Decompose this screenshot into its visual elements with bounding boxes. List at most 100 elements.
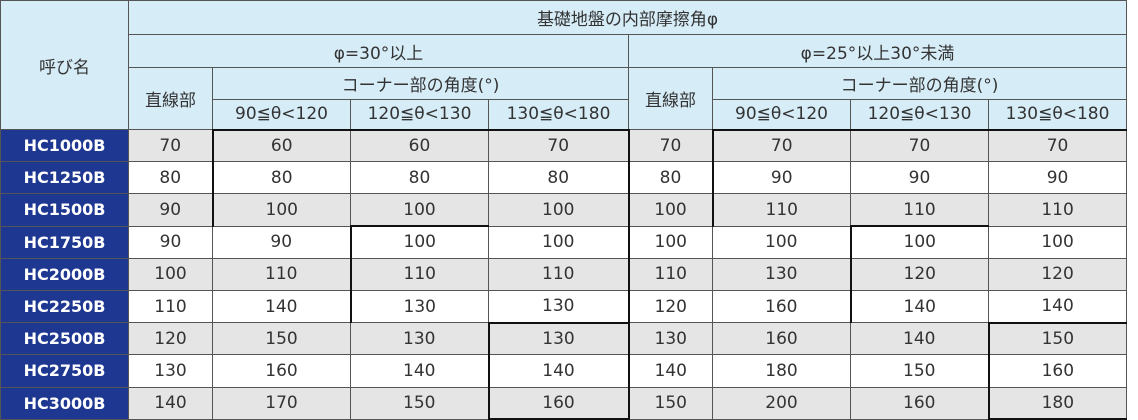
- range-header: 130≦θ<180: [488, 99, 629, 130]
- value-cell: 140: [627, 354, 713, 388]
- value-cell: 70: [711, 128, 851, 163]
- group-header: φ=25°以上30°未満: [627, 34, 1128, 68]
- value-cell: 150: [987, 321, 1128, 356]
- row-name: HC1250B: [0, 161, 129, 195]
- row-name: HC1500B: [0, 193, 129, 227]
- value-cell: 140: [128, 386, 213, 420]
- row: 90≦θ<120 120≦θ<130 130≦θ<180 90≦θ<120 120≦θ<…: [1, 99, 1128, 130]
- value-cell: 110: [987, 193, 1128, 227]
- value-cell: 120: [128, 322, 213, 356]
- value-cell: 180: [987, 386, 1128, 420]
- value-cell: 100: [849, 225, 989, 259]
- value-cell: 150: [212, 322, 351, 356]
- value-cell: 70: [488, 128, 629, 163]
- value-cell: 100: [627, 193, 713, 227]
- value-cell: 150: [627, 386, 713, 420]
- value-cell: 100: [488, 225, 629, 259]
- row: HC2500B 120 150 130 130 130 160 140 150: [0, 321, 1128, 356]
- value-cell: 100: [488, 193, 629, 227]
- value-cell: 110: [128, 289, 213, 324]
- range-header: 130≦θ<180: [987, 99, 1128, 130]
- value-cell: 90: [212, 225, 351, 259]
- value-cell: 130: [488, 289, 629, 324]
- row: φ=30°以上 φ=25°以上30°未満: [1, 34, 1128, 68]
- value-cell: 130: [627, 322, 713, 356]
- value-cell: 80: [488, 161, 629, 195]
- value-cell: 110: [850, 193, 989, 227]
- value-cell: 110: [488, 257, 629, 291]
- value-cell: 60: [350, 128, 489, 163]
- value-cell: 140: [849, 289, 989, 324]
- value-cell: 140: [487, 354, 629, 388]
- value-cell: 100: [349, 225, 489, 259]
- row: HC1750B 90 90 100 100 100 100 100 100: [0, 225, 1128, 259]
- row-name: HC1000B: [0, 128, 129, 163]
- value-cell: 100: [211, 193, 351, 227]
- range-header: 120≦θ<130: [850, 99, 989, 130]
- value-cell: 100: [350, 193, 489, 227]
- value-cell: 80: [627, 161, 713, 195]
- group-header: φ=30°以上: [128, 34, 629, 68]
- value-cell: 90: [850, 161, 989, 195]
- row-name: HC2750B: [0, 354, 129, 388]
- value-cell: 140: [987, 289, 1128, 324]
- angle-header: コーナー部の角度(°): [212, 67, 629, 100]
- row-name: HC2000B: [0, 257, 129, 291]
- value-cell: 90: [128, 193, 213, 227]
- value-cell: 70: [987, 128, 1128, 163]
- straight-header: 直線部: [628, 67, 713, 130]
- value-cell: 60: [211, 128, 351, 163]
- value-cell: 180: [712, 354, 851, 388]
- range-header: 120≦θ<130: [350, 99, 489, 130]
- value-cell: 150: [850, 354, 989, 388]
- value-cell: 80: [128, 161, 213, 195]
- value-cell: 130: [350, 322, 489, 356]
- value-cell: 100: [712, 225, 851, 259]
- range-header: 90≦θ<120: [712, 99, 851, 130]
- value-cell: 80: [211, 161, 351, 195]
- row: HC3000B 140 170 150 160 150 200 160 180: [0, 386, 1128, 420]
- value-cell: 160: [850, 386, 989, 420]
- row: HC2750B 130 160 140 140 140 180 150 160: [0, 354, 1128, 388]
- value-cell: 130: [712, 257, 851, 291]
- row-name: HC2500B: [0, 322, 129, 356]
- value-cell: 110: [627, 257, 713, 291]
- value-cell: 120: [627, 289, 713, 324]
- value-cell: 200: [712, 386, 851, 420]
- row: 直線部 コーナー部の角度(°) 直線部 コーナー部の角度(°): [1, 67, 1128, 130]
- value-cell: 110: [212, 257, 351, 291]
- value-cell: 70: [128, 128, 213, 163]
- value-cell: 110: [349, 257, 489, 291]
- row: HC2000B 100 110 110 110 110 130 120 120: [0, 257, 1128, 291]
- title-header: 基礎地盤の内部摩擦角φ: [127, 0, 1128, 35]
- value-cell: 120: [987, 257, 1128, 291]
- value-cell: 160: [987, 354, 1128, 388]
- value-cell: 160: [712, 289, 851, 324]
- row: HC1500B 90 100 100 100 100 110 110 110: [0, 193, 1128, 227]
- row: 呼び名 基礎地盤の内部摩擦角φ: [0, 0, 1128, 130]
- value-cell: 140: [350, 354, 489, 388]
- value-cell: 100: [128, 257, 213, 291]
- straight-header: 直線部: [128, 67, 213, 130]
- value-cell: 110: [711, 193, 851, 227]
- value-cell: 140: [850, 322, 989, 356]
- row: HC1250B 80 80 80 80 80 90 90 90: [0, 161, 1128, 195]
- value-cell: 90: [128, 225, 213, 259]
- value-cell: 100: [627, 225, 713, 259]
- value-cell: 150: [350, 386, 489, 420]
- value-cell: 160: [712, 322, 851, 356]
- value-cell: 140: [212, 289, 351, 324]
- value-cell: 160: [487, 386, 629, 420]
- value-cell: 90: [711, 161, 851, 195]
- corner-header: 呼び名: [0, 0, 129, 130]
- value-cell: 130: [487, 321, 629, 356]
- value-cell: 120: [849, 257, 989, 291]
- value-cell: 160: [212, 354, 351, 388]
- range-header: 90≦θ<120: [212, 99, 351, 130]
- row-name: HC1750B: [0, 225, 129, 259]
- value-cell: 130: [128, 354, 213, 388]
- value-cell: 100: [987, 225, 1128, 259]
- row-name: HC3000B: [0, 386, 129, 420]
